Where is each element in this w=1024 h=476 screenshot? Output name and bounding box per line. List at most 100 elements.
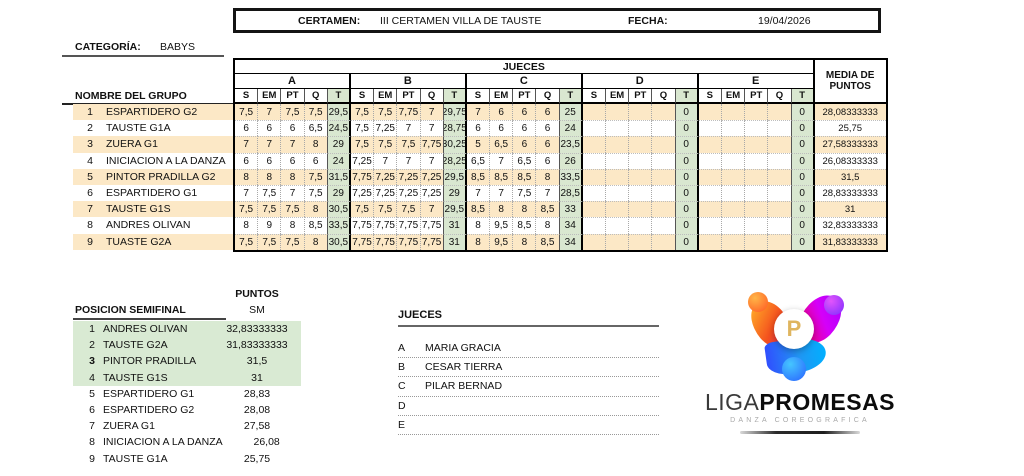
- semifinal-row: 3 PINTOR PRADILLA 31,5: [73, 353, 301, 370]
- score-cell: [629, 217, 653, 234]
- score-cell: [652, 104, 676, 121]
- score-cell: [768, 217, 792, 234]
- score-cell: 31: [443, 217, 467, 234]
- judge-letter: B: [398, 361, 406, 374]
- score-cell: 28,5: [559, 184, 583, 202]
- subcol-header: S: [235, 89, 259, 104]
- group-row: 2 TAUSTE G1A: [73, 120, 233, 136]
- score-cell: [768, 184, 792, 202]
- score-cell: 29: [443, 184, 467, 202]
- semifinal-row: 4 TAUSTE G1S 31: [73, 369, 301, 386]
- posicion-semifinal-title: POSICION SEMIFINAL: [75, 304, 186, 316]
- semifinal-group-name: ANDRES OLIVAN: [103, 323, 188, 336]
- group-number: 4: [87, 154, 93, 167]
- score-cell: 7,5: [374, 201, 398, 218]
- subcol-header: PT: [513, 89, 537, 104]
- score-cell: [606, 152, 630, 169]
- score-cell: 0: [675, 233, 699, 250]
- certamen-value: III CERTAMEN VILLA DE TAUSTE: [380, 14, 542, 27]
- logo-center-p-icon: P: [774, 309, 814, 349]
- score-cell: 6: [513, 136, 537, 153]
- group-name: TAUSTE G1S: [106, 203, 171, 216]
- score-cell: 7: [397, 120, 421, 137]
- score-cell: [745, 152, 769, 169]
- semifinal-position: 4: [89, 371, 95, 384]
- score-cell: 7,25: [420, 184, 444, 202]
- score-cell: 7,75: [397, 233, 421, 250]
- score-cell: 23,5: [559, 136, 583, 153]
- subcol-header: Q: [768, 89, 792, 104]
- score-cell: 29: [327, 136, 351, 153]
- certamen-header-box: CERTAMEN: III CERTAMEN VILLA DE TAUSTE F…: [233, 8, 881, 33]
- subcol-header: Q: [304, 89, 328, 104]
- jueces-list: JUECES A MARIA GRACIA B CESAR TIERRA C PILAR …: [398, 309, 659, 435]
- score-cell: [582, 217, 606, 234]
- score-cell: 7,5: [350, 104, 375, 121]
- semifinal-group-name: ESPARTIDERO G1: [103, 387, 195, 400]
- judge-name: MARIA GRACIA: [425, 342, 501, 355]
- semifinal-group-name: TAUSTE G2A: [103, 339, 168, 352]
- score-cell: 6,5: [490, 136, 514, 153]
- score-cell: 7,25: [350, 184, 375, 202]
- score-cell: 6: [258, 152, 282, 169]
- subcol-header: Q: [652, 89, 676, 104]
- media-cell: 31,5: [814, 168, 886, 185]
- jueces-list-underline: [398, 325, 659, 327]
- score-cell: [652, 168, 676, 185]
- fecha-label: FECHA:: [628, 14, 668, 27]
- score-cell: 30,5: [327, 233, 351, 250]
- media-cell: 28,83333333: [814, 184, 886, 201]
- semifinal-points: 26,08: [253, 436, 280, 449]
- score-cell: 33,5: [559, 168, 583, 185]
- score-cell: [745, 233, 769, 250]
- logo-mark: P: [740, 283, 860, 387]
- score-cell: 6: [513, 120, 537, 137]
- score-cell: 34: [559, 217, 583, 234]
- score-cell: 8: [258, 168, 282, 185]
- score-cell: [629, 152, 653, 169]
- jueces-list-rows: A MARIA GRACIA B CESAR TIERRA C PILAR BERNAD D…: [398, 339, 659, 435]
- score-cell: [721, 136, 746, 153]
- score-cell: 7: [420, 120, 444, 137]
- categoria-row: CATEGORÍA: BABYS: [62, 40, 224, 57]
- score-cell: 8,5: [513, 168, 537, 185]
- semifinal-points: 28,83: [243, 387, 271, 400]
- score-cell: [698, 152, 722, 169]
- semifinal-position: 7: [89, 420, 95, 433]
- media-cell: 32,83333333: [814, 217, 886, 233]
- subcol-header: S: [350, 89, 375, 104]
- score-cell: 6,5: [513, 152, 537, 169]
- score-cell: [652, 136, 676, 153]
- score-cell: [721, 120, 746, 137]
- judge-name: CESAR TIERRA: [425, 361, 503, 374]
- score-cell: [698, 104, 722, 121]
- score-cell: 0: [675, 120, 699, 137]
- score-cell: 0: [675, 184, 699, 202]
- score-cell: [652, 217, 676, 234]
- score-cell: 34: [559, 233, 583, 250]
- subcol-header: S: [698, 89, 722, 104]
- score-cell: [768, 201, 792, 218]
- score-cell: 7,5: [281, 104, 305, 121]
- score-cell: [698, 233, 722, 250]
- score-cell: 24: [559, 120, 583, 137]
- score-cell: [721, 104, 746, 121]
- score-cell: [629, 233, 653, 250]
- certamen-label: CERTAMEN:: [298, 14, 361, 27]
- score-cell: [629, 136, 653, 153]
- group-row: 6 ESPARTIDERO G1: [73, 185, 233, 201]
- media-de-puntos-header: MEDIA DE PUNTOS: [814, 60, 886, 104]
- group-number: 6: [87, 187, 93, 200]
- score-cell: 8: [304, 233, 328, 250]
- semifinal-position: 2: [89, 339, 95, 352]
- score-cell: [768, 104, 792, 121]
- judge-column-header: A: [235, 74, 351, 89]
- score-cell: [606, 201, 630, 218]
- score-cell: 7: [374, 152, 398, 169]
- score-cell: 7,75: [420, 233, 444, 250]
- score-cell: [745, 184, 769, 202]
- score-cell: 7,5: [304, 168, 328, 185]
- score-cell: 7: [466, 104, 491, 121]
- judge-letter: D: [398, 399, 406, 412]
- score-cell: [698, 201, 722, 218]
